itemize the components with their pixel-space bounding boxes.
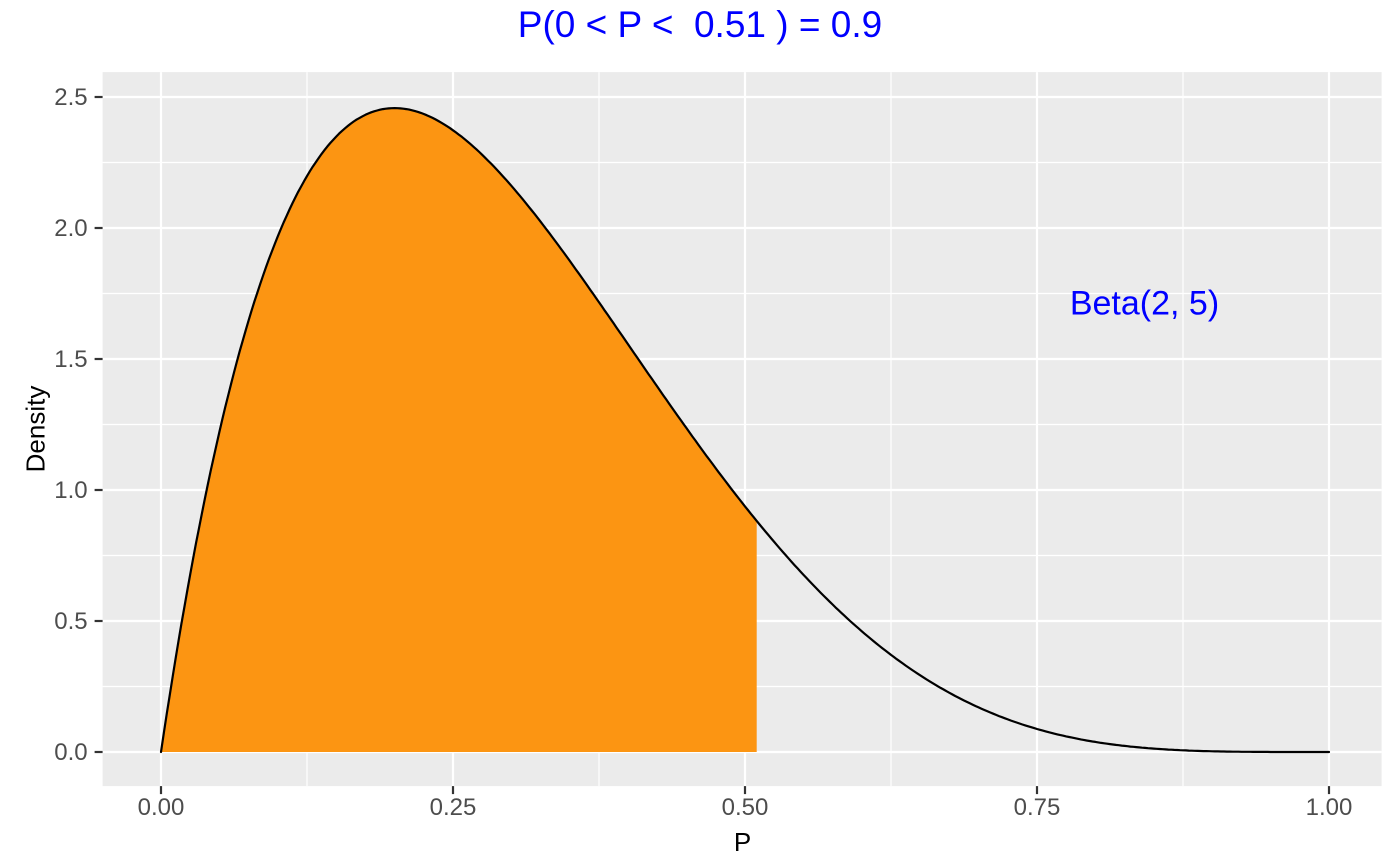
distribution-annotation: Beta(2, 5) — [1070, 285, 1219, 323]
shaded-probability-area — [161, 108, 757, 753]
plot-title: P(0 < P < 0.51 ) = 0.9 — [517, 4, 883, 45]
x-axis-title: P — [733, 827, 752, 857]
y-axis-title: Density — [20, 385, 51, 473]
density-curve — [159, 107, 1331, 754]
x-tick-label: 0.25 — [430, 794, 477, 821]
y-tick-label: 1.5 — [54, 346, 87, 373]
y-tick-label: 2.0 — [54, 215, 87, 242]
x-tick-label: 0.50 — [722, 794, 769, 821]
x-tick-label: 0.75 — [1014, 794, 1061, 821]
y-tick-label: 1.0 — [54, 477, 87, 504]
x-tick-label: 1.00 — [1306, 794, 1353, 821]
y-tick-label: 2.5 — [54, 84, 87, 111]
x-tick-label: 0.00 — [138, 794, 185, 821]
y-tick-label: 0.0 — [54, 739, 87, 766]
y-tick-label: 0.5 — [54, 608, 87, 635]
series-layer — [159, 107, 1331, 754]
axis-layer: 0.00 0.25 0.50 0.75 1.00 0.0 0.5 1.0 1.5 2.0 2.5 — [54, 84, 1352, 821]
